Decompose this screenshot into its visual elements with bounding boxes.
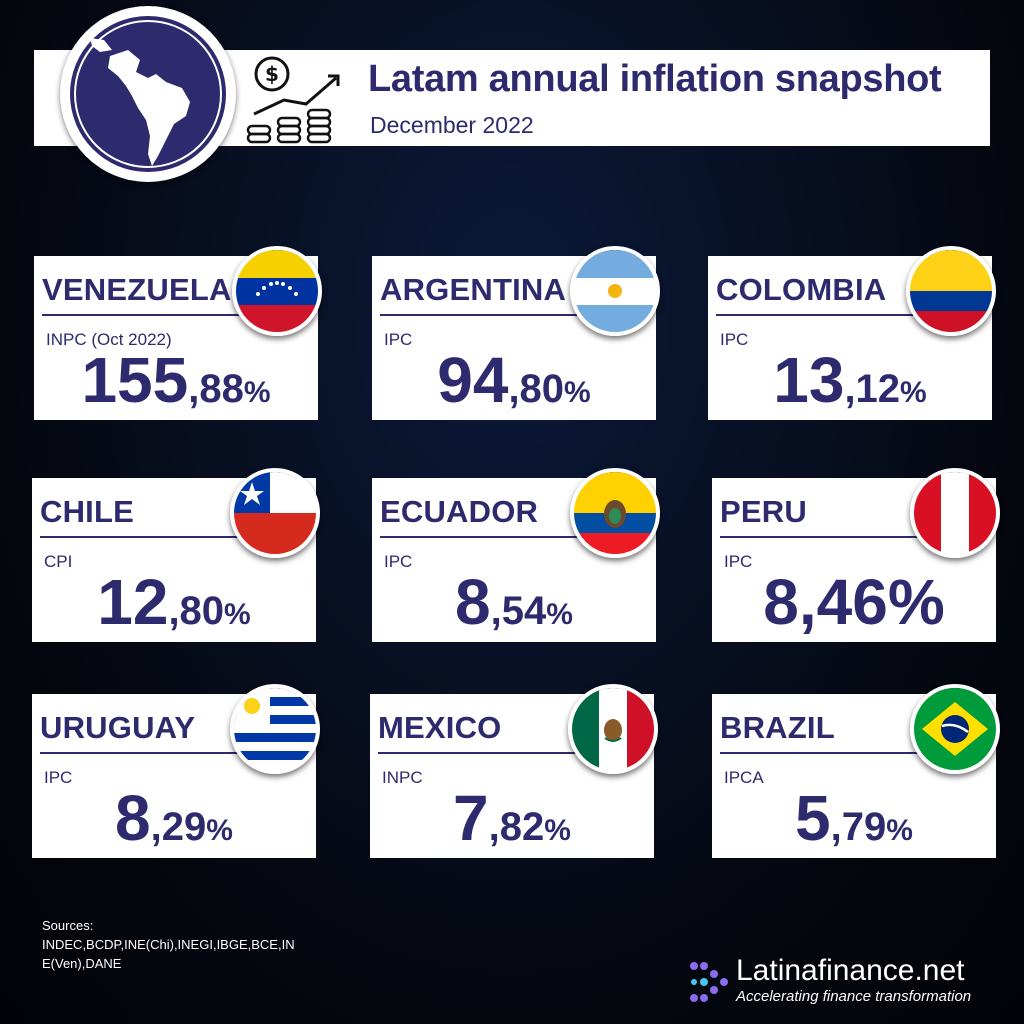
country-card-colombia: COLOMBIA IPC 13,12% xyxy=(708,246,996,420)
index-label: IPC xyxy=(724,552,753,571)
country-name: COLOMBIA xyxy=(716,272,887,307)
country-name: VENEZUELA xyxy=(42,272,232,307)
index-label: IPC xyxy=(384,330,413,349)
country-name: ARGENTINA xyxy=(380,272,567,307)
mexico-flag-icon xyxy=(568,684,658,774)
sources-label: Sources: xyxy=(42,918,94,933)
index-label: IPC xyxy=(384,552,413,571)
brand-block[interactable]: Latinafinance.net Accelerating finance t… xyxy=(688,954,1008,1010)
country-card-uruguay: URUGUAY IPC 8,29% xyxy=(32,684,320,858)
country-name: MEXICO xyxy=(378,710,502,745)
coin-stack-growth-icon: $ xyxy=(246,56,340,144)
index-label: IPCA xyxy=(724,768,764,787)
index-label: CPI xyxy=(44,552,73,571)
chile-flag-icon xyxy=(230,468,320,558)
inflation-value: 8,29% xyxy=(115,782,233,854)
country-name: ECUADOR xyxy=(380,494,539,529)
brand-name: Latinafinance.net xyxy=(736,954,965,987)
country-name: CHILE xyxy=(40,494,134,529)
inflation-value: 8,46% xyxy=(763,566,945,638)
latin-america-globe-icon xyxy=(60,6,236,182)
sources-note: Sources: INDEC,BCDP,INE(Chi),INEGI,IBGE,… xyxy=(42,916,302,973)
inflation-value: 13,12% xyxy=(773,344,927,416)
country-card-mexico: MEXICO INPC 7,82% xyxy=(370,684,658,858)
country-card-peru: PERU IPC 8,46% xyxy=(712,468,1000,642)
inflation-value: 8,54% xyxy=(455,566,573,638)
peru-flag-icon xyxy=(910,468,1000,558)
sources-text: INDEC,BCDP,INE(Chi),INEGI,IBGE,BCE,INE(V… xyxy=(42,937,295,971)
argentina-flag-icon xyxy=(570,246,660,336)
country-card-argentina: ARGENTINA IPC 94,80% xyxy=(372,246,660,420)
inflation-value: 7,82% xyxy=(453,782,571,854)
inflation-value: 5,79% xyxy=(795,782,913,854)
inflation-value: 94,80% xyxy=(437,344,591,416)
inflation-value: 155,88% xyxy=(81,344,271,416)
country-card-venezuela: VENEZUELA INPC (Oct 2022) 155,88% xyxy=(34,246,322,420)
uruguay-flag-icon xyxy=(230,684,320,774)
brazil-flag-icon xyxy=(910,684,1000,774)
country-name: BRAZIL xyxy=(720,710,835,745)
index-label: IPC xyxy=(720,330,749,349)
index-label: INPC xyxy=(382,768,423,787)
country-card-chile: CHILE CPI 12,80% xyxy=(32,468,320,642)
ecuador-flag-icon xyxy=(570,468,660,558)
svg-text:$: $ xyxy=(265,62,279,86)
colombia-flag-icon xyxy=(906,246,996,336)
latinafinance-logo-icon xyxy=(690,962,728,1002)
country-name: URUGUAY xyxy=(40,710,196,745)
brand-tagline: Accelerating finance transformation xyxy=(736,988,972,1005)
page-subtitle: December 2022 xyxy=(370,112,534,138)
inflation-value: 12,80% xyxy=(97,566,251,638)
venezuela-flag-icon xyxy=(232,246,322,336)
country-name: PERU xyxy=(720,494,807,529)
index-label: INPC (Oct 2022) xyxy=(46,330,172,349)
country-card-ecuador: ECUADOR IPC 8,54% xyxy=(372,468,660,642)
page-title: Latam annual inflation snapshot xyxy=(368,58,942,100)
country-card-brazil: BRAZIL IPCA 5,79% xyxy=(712,684,1000,858)
index-label: IPC xyxy=(44,768,73,787)
